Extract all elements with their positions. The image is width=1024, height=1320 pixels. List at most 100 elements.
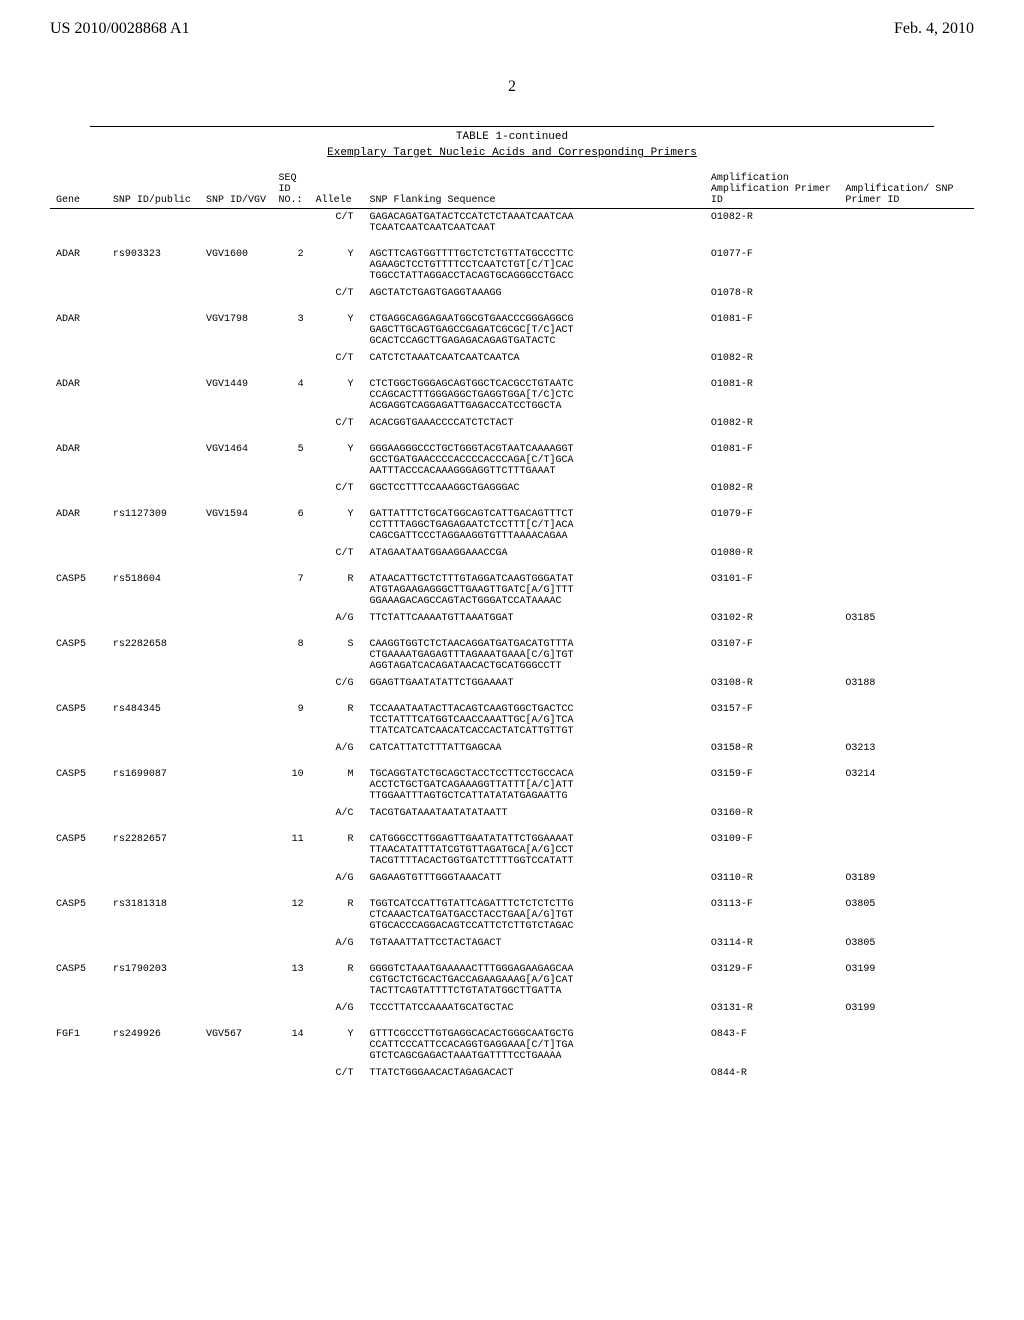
cell: O3113-F	[705, 887, 840, 935]
cell: O1078-R	[705, 285, 840, 302]
col-snp-primer: Amplification/ SNP Primer ID	[839, 171, 974, 209]
cell: VGV1594	[200, 497, 272, 545]
cell: ADAR	[50, 237, 107, 285]
cell	[200, 480, 272, 497]
cell: C/T	[310, 545, 364, 562]
cell	[839, 209, 974, 238]
cell: VGV1464	[200, 432, 272, 480]
cell: O3107-F	[705, 627, 840, 675]
cell: O1081-F	[705, 432, 840, 480]
top-rule	[90, 126, 934, 127]
cell	[50, 610, 107, 627]
cell: R	[310, 562, 364, 610]
cell: O1081-F	[705, 302, 840, 350]
cell: 8	[272, 627, 309, 675]
cell	[200, 952, 272, 1000]
table-row: A/GTCCCTTATCCAAAATGCATGCTACO3131-RO3199	[50, 1000, 974, 1017]
cell: CASP5	[50, 952, 107, 1000]
cell: FGF1	[50, 1017, 107, 1065]
cell	[200, 887, 272, 935]
table-row: A/GGAGAAGTGTTTGGGTAAACATTO3110-RO3189	[50, 870, 974, 887]
cell: O3109-F	[705, 822, 840, 870]
cell: CTCTGGCTGGGAGCAGTGGCTCACGCCTGTAATC CCAGC…	[363, 367, 704, 415]
cell	[107, 805, 200, 822]
cell	[107, 209, 200, 238]
cell	[50, 1000, 107, 1017]
cell: 11	[272, 822, 309, 870]
cell	[200, 545, 272, 562]
cell: CASP5	[50, 562, 107, 610]
cell: 5	[272, 432, 309, 480]
cell: 12	[272, 887, 309, 935]
table-row: A/GTGTAAATTATTCCTACTAGACTO3114-RO3805	[50, 935, 974, 952]
table-row: CASP5rs179020313RGGGGTCTAAATGAAAAACTTTGG…	[50, 952, 974, 1000]
cell	[107, 610, 200, 627]
cell: O1082-R	[705, 415, 840, 432]
cell: CASP5	[50, 627, 107, 675]
cell: 3	[272, 302, 309, 350]
cell: A/G	[310, 1000, 364, 1017]
cell	[272, 740, 309, 757]
cell: AGCTATCTGAGTGAGGTAAAGG	[363, 285, 704, 302]
cell: O1081-R	[705, 367, 840, 415]
cell	[839, 285, 974, 302]
cell: O3160-R	[705, 805, 840, 822]
cell	[107, 285, 200, 302]
table-row: A/CTACGTGATAAATAATATATAATTO3160-R	[50, 805, 974, 822]
cell: C/T	[310, 1065, 364, 1082]
cell: 10	[272, 757, 309, 805]
cell	[50, 870, 107, 887]
cell: C/T	[310, 285, 364, 302]
cell: ADAR	[50, 367, 107, 415]
cell	[107, 480, 200, 497]
col-allele: Allele	[310, 171, 364, 209]
cell: O3214	[839, 757, 974, 805]
cell	[50, 480, 107, 497]
cell	[50, 740, 107, 757]
cell: R	[310, 692, 364, 740]
cell: C/T	[310, 480, 364, 497]
cell: TACGTGATAAATAATATATAATT	[363, 805, 704, 822]
cell: R	[310, 952, 364, 1000]
table-row: C/TCATCTCTAAATCAATCAATCAATCAO1082-R	[50, 350, 974, 367]
cell: Y	[310, 367, 364, 415]
cell: GTTTCGCCCTTGTGAGGCACACTGGGCAATGCTG CCATT…	[363, 1017, 704, 1065]
cell	[200, 740, 272, 757]
cell	[839, 1017, 974, 1065]
cell	[107, 1065, 200, 1082]
cell: O3114-R	[705, 935, 840, 952]
cell	[50, 415, 107, 432]
cell: O3188	[839, 675, 974, 692]
table-row: ADARVGV14645YGGGAAGGGCCCTGCTGGGTACGTAATC…	[50, 432, 974, 480]
cell: A/C	[310, 805, 364, 822]
cell: AGCTTCAGTGGTTTTGCTCTCTGTTATGCCCTTC AGAAG…	[363, 237, 704, 285]
cell	[839, 692, 974, 740]
cell	[200, 285, 272, 302]
cell	[50, 935, 107, 952]
col-gene: Gene	[50, 171, 107, 209]
cell	[839, 822, 974, 870]
cell	[839, 237, 974, 285]
cell: O1080-R	[705, 545, 840, 562]
cell: ADAR	[50, 432, 107, 480]
cell	[107, 740, 200, 757]
table-row: CASP5rs169908710MTGCAGGTATCTGCAGCTACCTCC…	[50, 757, 974, 805]
cell: TGTAAATTATTCCTACTAGACT	[363, 935, 704, 952]
cell	[107, 675, 200, 692]
cell	[272, 350, 309, 367]
cell	[272, 1000, 309, 1017]
cell: O3805	[839, 887, 974, 935]
cell	[50, 285, 107, 302]
table-row: C/TAGCTATCTGAGTGAGGTAAAGGO1078-R	[50, 285, 974, 302]
cell: TGGTCATCCATTGTATTCAGATTTCTCTCTCTTG CTCAA…	[363, 887, 704, 935]
cell: S	[310, 627, 364, 675]
table-row: FGF1rs249926VGV56714YGTTTCGCCCTTGTGAGGCA…	[50, 1017, 974, 1065]
cell	[200, 870, 272, 887]
cell: O1082-R	[705, 209, 840, 238]
cell: 9	[272, 692, 309, 740]
cell: VGV1600	[200, 237, 272, 285]
cell: 4	[272, 367, 309, 415]
cell: 13	[272, 952, 309, 1000]
cell: ACACGGTGAAACCCCATCTCTACT	[363, 415, 704, 432]
cell	[272, 675, 309, 692]
